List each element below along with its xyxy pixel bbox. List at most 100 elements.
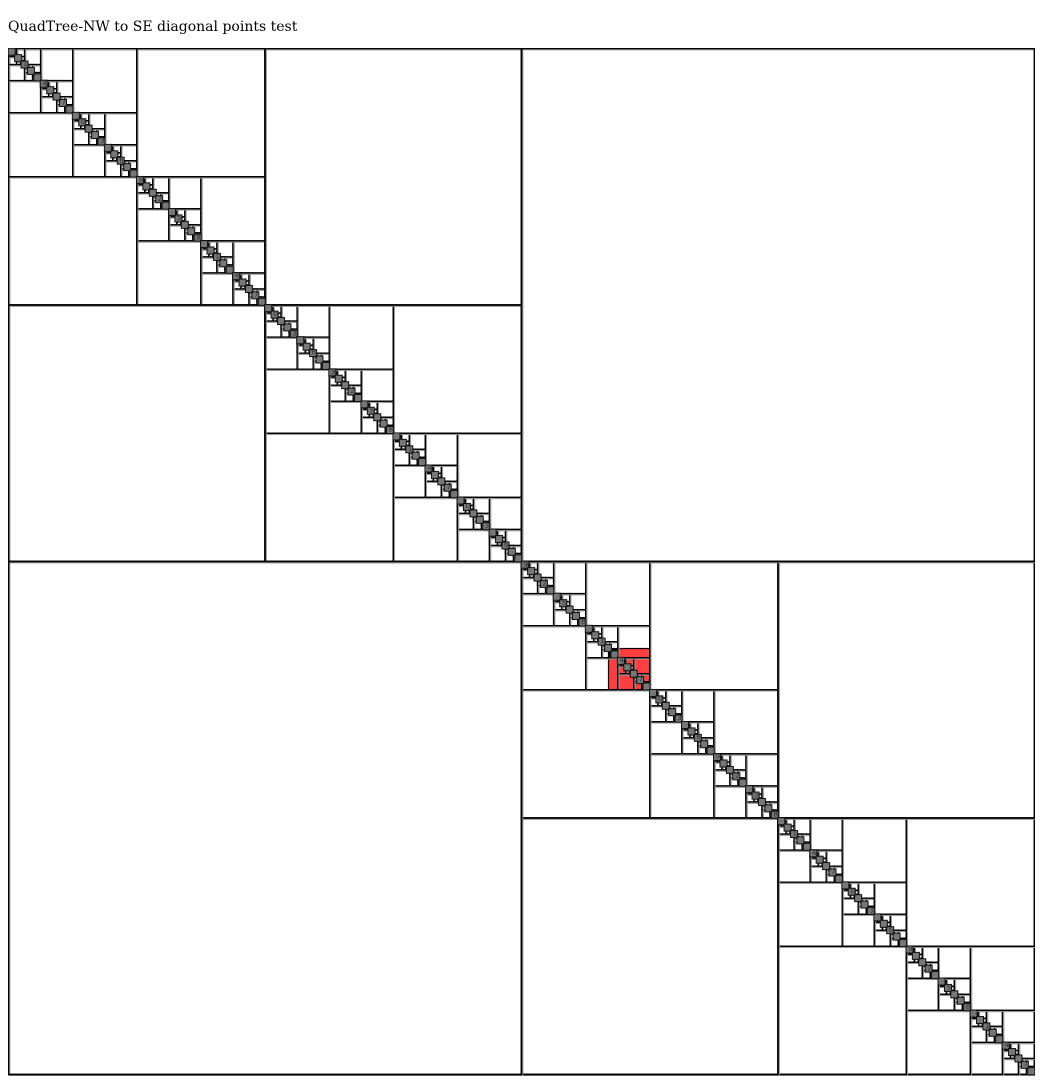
diagonal-point [232, 272, 241, 281]
diagonal-point [975, 1015, 984, 1024]
quadtree-cell [905, 817, 1035, 947]
quadtree-cell [873, 881, 907, 915]
quadtree-cell-shadow [971, 946, 1035, 1013]
point-label: 2 [735, 772, 739, 780]
diagonal-point [591, 631, 600, 640]
diagonal-point [828, 868, 837, 877]
quadtree-cell [456, 528, 491, 563]
quadtree-cell-shadow [554, 562, 588, 596]
point-label: 3 [485, 522, 489, 530]
quadtree-cell-shadow [874, 882, 908, 916]
quadtree-cell [809, 817, 843, 851]
diagonal-point [71, 111, 80, 120]
point-label: 1 [215, 252, 219, 260]
diagonal-point [187, 227, 196, 236]
point-label: 0 [273, 310, 277, 318]
quadtree-cell [777, 945, 907, 1076]
point-label: 7 [446, 483, 450, 491]
quadtree-cell [841, 913, 875, 947]
point-label: 2 [543, 580, 547, 588]
point-label: 7 [254, 291, 258, 299]
quadtree-cell-shadow [906, 1011, 973, 1076]
diagonal-point [783, 823, 792, 832]
quadtree-cell-shadow [522, 626, 588, 692]
point-label: 4 [235, 272, 240, 280]
diagonal-point [14, 54, 23, 63]
diagonal-point [847, 887, 856, 896]
diagonal-point [123, 163, 132, 172]
diagonal-point [200, 240, 209, 249]
quadtree-cell [520, 689, 651, 819]
diagonal-point [405, 445, 414, 454]
quadtree-cell-shadow [1003, 1011, 1035, 1045]
quadtree-cell-shadow [714, 690, 780, 756]
quadtree-cell [681, 689, 715, 723]
diagonal-point [931, 971, 940, 980]
quadtree-cell [8, 176, 138, 306]
diagonal-point [341, 381, 350, 390]
diagonal-point [796, 836, 805, 845]
point-label: 8 [389, 426, 393, 434]
diagonal-point [8, 48, 16, 56]
diagonal-point [52, 92, 61, 101]
diagonal-point [129, 169, 138, 178]
diagonal-point [886, 926, 895, 935]
point-label: 0 [81, 118, 85, 126]
diagonal-point [578, 618, 587, 627]
quadtree-cell-shadow [842, 914, 876, 948]
diagonal-point [597, 637, 606, 646]
quadtree-cell-shadow [393, 305, 524, 435]
diagonal-point [206, 246, 215, 255]
diagonal-point [244, 284, 253, 293]
quadtree-cell [8, 112, 74, 178]
quadtree-cell [200, 272, 234, 306]
quadtree-cell [969, 945, 1035, 1011]
quadtree-cell-shadow [361, 369, 395, 403]
point-label: 9 [523, 560, 527, 568]
diagonal-point [706, 746, 715, 755]
point-label: 9 [331, 368, 335, 376]
diagonal-point [950, 990, 959, 999]
diagonal-point [334, 374, 343, 383]
point-label: 1 [408, 445, 412, 453]
diagonal-point [309, 349, 318, 358]
quadtree-cell [392, 464, 426, 498]
diagonal-point [321, 361, 330, 370]
diagonal-point [834, 874, 843, 883]
diagonal-point [180, 220, 189, 229]
diagonal-point [629, 669, 638, 678]
quadtree-cell-shadow [201, 273, 235, 307]
point-label: 7 [1023, 1060, 1027, 1068]
diagonal-point [668, 708, 677, 717]
quadtree-cell-shadow [9, 81, 43, 115]
diagonal-point [892, 932, 901, 941]
diagonal-point [501, 541, 510, 550]
point-label: 9 [139, 176, 143, 184]
diagonal-point [20, 60, 29, 69]
quadtree-cell-shadow [73, 49, 139, 115]
quadtree-cell [905, 1009, 971, 1076]
diagonal-point [251, 291, 260, 300]
diagonal-point [168, 208, 177, 217]
diagonal-point [103, 143, 112, 152]
diagonal-point [1001, 1041, 1010, 1050]
diagonal-point [681, 721, 690, 730]
quadtree-cell-shadow [265, 433, 395, 564]
diagonal-point [289, 329, 298, 338]
diagonal-point [995, 1035, 1004, 1044]
point-label: 9 [908, 945, 912, 953]
diagonal-point [142, 182, 151, 191]
diagonal-point [802, 842, 811, 851]
diagonal-point [418, 458, 427, 467]
diagonal-point [1008, 1048, 1017, 1057]
diagonal-point [65, 105, 74, 114]
quadtree-cell-shadow [9, 177, 139, 307]
quadtree-cell-shadow [650, 722, 684, 756]
diagonal-point [514, 554, 523, 563]
point-label: 4 [427, 464, 432, 472]
point-label: 4 [812, 849, 817, 857]
diagonal-point [78, 118, 87, 127]
point-label: 1 [23, 60, 27, 68]
diagonal-point [450, 490, 459, 499]
diagonal-point [854, 894, 863, 903]
